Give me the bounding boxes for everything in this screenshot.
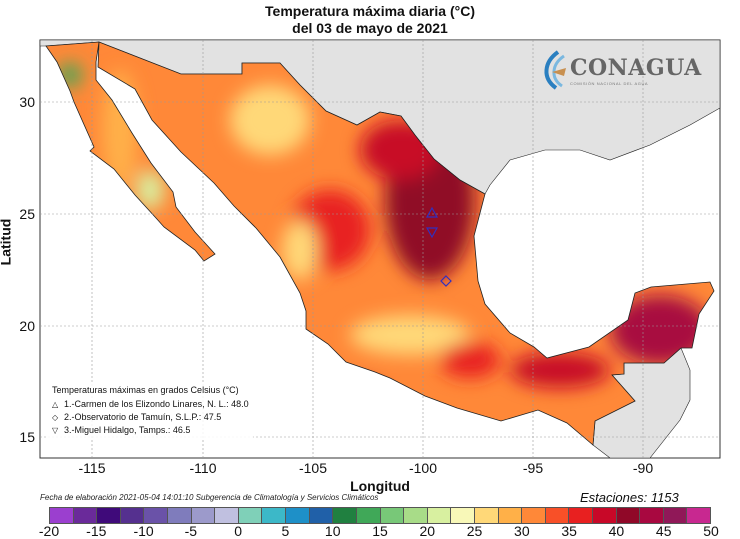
conagua-logo: CONAGUA COMISIÓN NACIONAL DEL AGUA bbox=[540, 50, 702, 90]
colorbar-label: 45 bbox=[655, 523, 672, 539]
colorbar-swatch bbox=[97, 508, 121, 523]
triangle-icon: △ bbox=[52, 400, 59, 409]
conagua-wave-icon bbox=[544, 50, 566, 90]
y-tick: 20 bbox=[19, 318, 35, 334]
x-axis-label: Longitud bbox=[350, 478, 410, 494]
colorbar-swatch bbox=[286, 508, 310, 523]
colorbar-swatch bbox=[356, 508, 381, 523]
colorbar-swatch bbox=[191, 508, 216, 523]
legend-title: Temperaturas máximas en grados Celsius (… bbox=[52, 385, 239, 395]
colorbar-swatch bbox=[498, 508, 523, 523]
colorbar-swatch bbox=[640, 508, 664, 523]
colorbar-swatch bbox=[333, 508, 357, 523]
station-2-diamond bbox=[440, 275, 452, 287]
colorbar-label: 20 bbox=[419, 523, 436, 539]
y-axis-label: Latitud bbox=[0, 218, 14, 266]
legend-item-text: 2.-Observatorio de Tamuín, S.L.P.: 47.5 bbox=[64, 412, 222, 422]
title-line-2: del 03 de mayo de 2021 bbox=[292, 20, 448, 36]
colorbar-swatch bbox=[262, 508, 287, 523]
colorbar-swatch bbox=[687, 508, 711, 523]
y-tick: 25 bbox=[19, 206, 35, 222]
inverted-triangle-icon: ▽ bbox=[52, 426, 59, 435]
colorbar-label: -20 bbox=[38, 523, 60, 539]
logo-subtitle: COMISIÓN NACIONAL DEL AGUA bbox=[570, 80, 649, 86]
colorbar-label: -15 bbox=[86, 523, 107, 539]
legend-item: ◇ 2.-Observatorio de Tamuín, S.L.P.: 47.5 bbox=[52, 411, 249, 424]
station-legend: Temperaturas máximas en grados Celsius (… bbox=[48, 382, 253, 439]
colorbar-label: 25 bbox=[466, 523, 483, 539]
logo-name: CONAGUA bbox=[570, 54, 702, 81]
y-tick: 15 bbox=[19, 429, 35, 445]
legend-item: ▽ 3.-Miguel Hidalgo, Tamps.: 46.5 bbox=[52, 424, 249, 437]
legend-item-text: 1.-Carmen de los Elizondo Linares, N. L.… bbox=[64, 399, 249, 409]
colorbar-label: -5 bbox=[184, 523, 198, 539]
colorbar-label: 5 bbox=[281, 523, 290, 539]
diamond-icon: ◇ bbox=[52, 413, 59, 422]
colorbar-swatch bbox=[50, 508, 74, 523]
y-tick: 30 bbox=[19, 94, 35, 110]
colorbar-swatch bbox=[593, 508, 617, 523]
x-tick: -105 bbox=[298, 460, 328, 476]
colorbar-swatch bbox=[569, 508, 594, 523]
colorbar-swatch bbox=[309, 508, 334, 523]
colorbar-label: 15 bbox=[372, 523, 388, 539]
map-title: Temperatura máxima diaria (°C) del 03 de… bbox=[0, 3, 740, 37]
station-3-inverted-triangle bbox=[425, 227, 439, 239]
footer-note: Fecha de elaboración 2021-05-04 14:01:10… bbox=[40, 493, 379, 502]
legend-item-text: 3.-Miguel Hidalgo, Tamps.: 46.5 bbox=[64, 425, 191, 435]
colorbar-swatch bbox=[616, 508, 641, 523]
colorbar-label: 30 bbox=[514, 523, 530, 539]
colorbar-swatch bbox=[451, 508, 475, 523]
colorbar-swatch bbox=[120, 508, 145, 523]
station-1-triangle bbox=[425, 206, 439, 218]
colorbar-swatch bbox=[545, 508, 570, 523]
x-tick: -90 bbox=[632, 460, 654, 476]
station-count: Estaciones: 1153 bbox=[580, 490, 679, 505]
colorbar-swatch bbox=[522, 508, 546, 523]
legend-item: △ 1.-Carmen de los Elizondo Linares, N. L… bbox=[52, 398, 249, 411]
colorbar-label: 50 bbox=[703, 523, 719, 539]
title-line-1: Temperatura máxima diaria (°C) bbox=[265, 3, 475, 19]
colorbar-label: 35 bbox=[561, 523, 577, 539]
colorbar bbox=[49, 507, 711, 524]
colorbar-swatch bbox=[215, 508, 239, 523]
x-tick: -95 bbox=[522, 460, 544, 476]
colorbar-label: -10 bbox=[133, 523, 154, 539]
x-tick: -100 bbox=[408, 460, 438, 476]
station-markers bbox=[425, 206, 452, 287]
colorbar-swatch bbox=[380, 508, 405, 523]
colorbar-swatch bbox=[474, 508, 499, 523]
colorbar-label: 0 bbox=[234, 523, 243, 539]
colorbar-swatch bbox=[427, 508, 452, 523]
x-tick: -115 bbox=[78, 460, 106, 476]
colorbar-swatch bbox=[73, 508, 98, 523]
colorbar-swatch bbox=[404, 508, 428, 523]
colorbar-label: 40 bbox=[608, 523, 625, 539]
colorbar-label: 10 bbox=[324, 523, 341, 539]
x-tick: -110 bbox=[189, 460, 217, 476]
colorbar-swatch bbox=[144, 508, 169, 523]
colorbar-swatch bbox=[238, 508, 263, 523]
colorbar-swatch bbox=[168, 508, 192, 523]
colorbar-swatch bbox=[663, 508, 688, 523]
